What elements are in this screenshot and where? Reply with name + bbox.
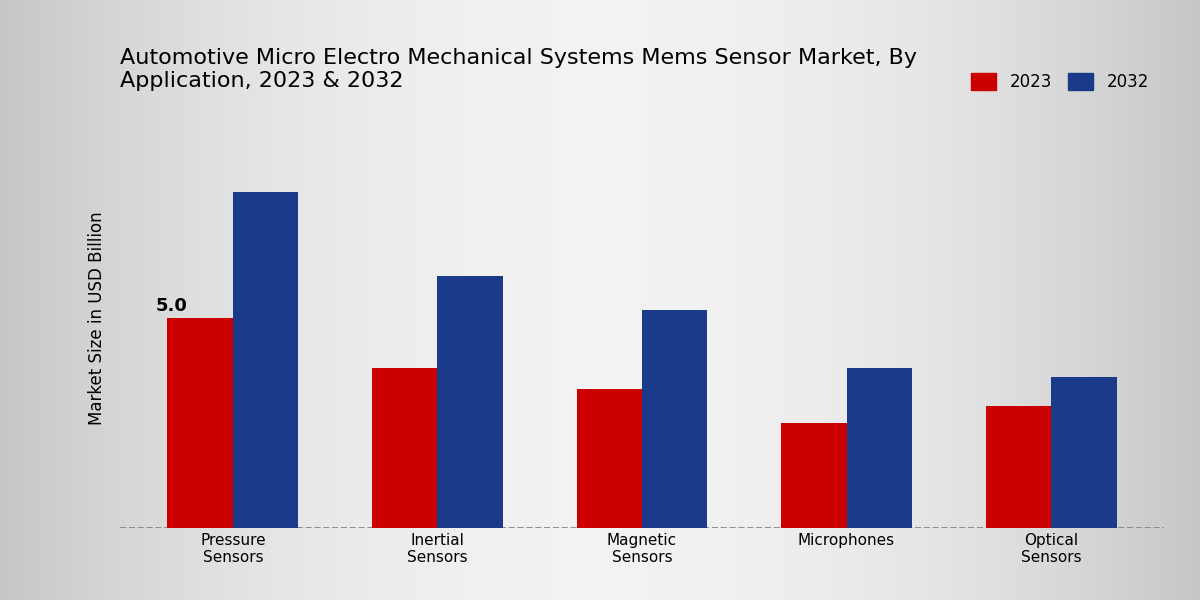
Bar (438, 276, 503, 528)
Text: Automotive Micro Electro Mechanical Systems Mems Sensor Market, By
Application, : Automotive Micro Electro Mechanical Syst… (120, 48, 917, 91)
Y-axis label: Market Size in USD Billion: Market Size in USD Billion (88, 211, 106, 425)
Bar (1051, 377, 1116, 528)
Bar (372, 368, 438, 528)
Bar (781, 423, 846, 528)
Bar (985, 406, 1051, 528)
Bar (846, 368, 912, 528)
Bar (233, 192, 299, 528)
Text: 5.0: 5.0 (155, 296, 187, 314)
Legend: 2023, 2032: 2023, 2032 (965, 66, 1156, 97)
Bar (576, 389, 642, 528)
Bar (168, 318, 233, 528)
Bar (642, 310, 708, 528)
